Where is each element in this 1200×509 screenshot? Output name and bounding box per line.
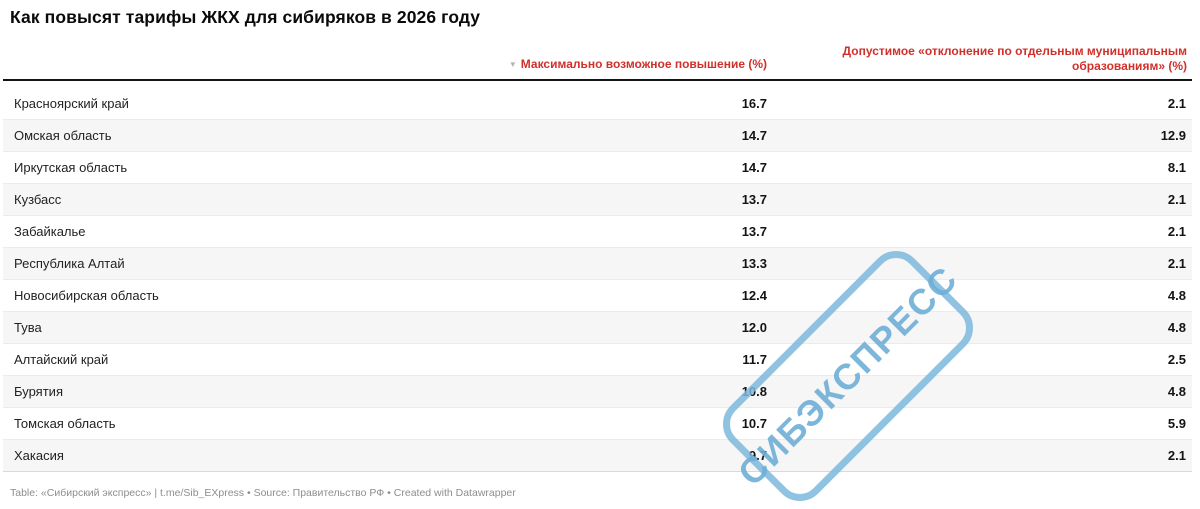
region-cell: Республика Алтай xyxy=(14,256,125,271)
region-cell: Хакасия xyxy=(14,448,64,463)
deviation-cell: 5.9 xyxy=(1167,416,1186,431)
table-row: Бурятия 10.8 4.8 xyxy=(3,376,1192,408)
deviation-cell: 4.8 xyxy=(1167,384,1186,399)
header-max-increase-label: Максимально возможное повышение (%) xyxy=(520,56,767,71)
max-increase-cell: 13.7 xyxy=(741,224,767,239)
region-cell: Омская область xyxy=(14,128,112,143)
region-cell: Новосибирская область xyxy=(14,288,159,303)
deviation-cell: 12.9 xyxy=(1160,128,1186,143)
deviation-cell: 2.1 xyxy=(1167,448,1186,463)
deviation-cell: 4.8 xyxy=(1167,320,1186,335)
deviation-cell: 8.1 xyxy=(1167,160,1186,175)
max-increase-cell: 12.0 xyxy=(741,320,767,335)
table-row: Забайкалье 13.7 2.1 xyxy=(3,216,1192,248)
max-increase-cell: 13.3 xyxy=(741,256,767,271)
table-row: Тува 12.0 4.8 xyxy=(3,312,1192,344)
table-row: Хакасия 9.7 2.1 xyxy=(3,440,1192,472)
max-increase-cell: 10.7 xyxy=(741,416,767,431)
region-cell: Томская область xyxy=(14,416,116,431)
table-row: Алтайский край 11.7 2.5 xyxy=(3,344,1192,376)
deviation-cell: 2.1 xyxy=(1167,96,1186,111)
region-cell: Бурятия xyxy=(14,384,63,399)
max-increase-cell: 14.7 xyxy=(741,160,767,175)
region-cell: Тува xyxy=(14,320,42,335)
page-title: Как повысят тарифы ЖКХ для сибиряков в 2… xyxy=(10,7,481,27)
table-row: Новосибирская область 12.4 4.8 xyxy=(3,280,1192,312)
max-increase-cell: 13.7 xyxy=(741,192,767,207)
region-cell: Забайкалье xyxy=(14,224,86,239)
max-increase-cell: 12.4 xyxy=(741,288,767,303)
table-footer-credits: Table: «Сибирский экспресс» | t.me/Sib_E… xyxy=(10,487,516,499)
max-increase-cell: 10.8 xyxy=(741,384,767,399)
header-deviation-label: Допустимое «отклонение по отдельным муни… xyxy=(842,44,1187,73)
table-header-row: ▼ Максимально возможное повышение (%) Доп… xyxy=(3,44,1192,81)
table-row: Красноярский край 16.7 2.1 xyxy=(3,88,1192,120)
deviation-cell: 2.1 xyxy=(1167,256,1186,271)
region-cell: Иркутская область xyxy=(14,160,128,175)
deviation-cell: 2.1 xyxy=(1167,224,1186,239)
max-increase-cell: 16.7 xyxy=(741,96,767,111)
region-cell: Алтайский край xyxy=(14,352,109,367)
header-deviation[interactable]: Допустимое «отклонение по отдельным муни… xyxy=(767,44,1192,73)
table-row: Иркутская область 14.7 8.1 xyxy=(3,152,1192,184)
region-cell: Красноярский край xyxy=(14,96,129,111)
table-row: Республика Алтай 13.3 2.1 xyxy=(3,248,1192,280)
max-increase-cell: 11.7 xyxy=(742,352,767,367)
table-row: Кузбасс 13.7 2.1 xyxy=(3,184,1192,216)
max-increase-cell: 14.7 xyxy=(741,128,767,143)
table-row: Томская область 10.7 5.9 xyxy=(3,408,1192,440)
deviation-cell: 2.5 xyxy=(1167,352,1186,367)
sort-desc-icon: ▼ xyxy=(508,59,517,69)
deviation-cell: 2.1 xyxy=(1167,192,1186,207)
header-max-increase[interactable]: ▼ Максимально возможное повышение (%) xyxy=(493,57,767,74)
table-row: Омская область 14.7 12.9 xyxy=(3,120,1192,152)
deviation-cell: 4.8 xyxy=(1167,288,1186,303)
table-body: Красноярский край 16.7 2.1 Омская област… xyxy=(3,88,1192,472)
region-cell: Кузбасс xyxy=(14,192,62,207)
max-increase-cell: 9.7 xyxy=(748,448,767,463)
